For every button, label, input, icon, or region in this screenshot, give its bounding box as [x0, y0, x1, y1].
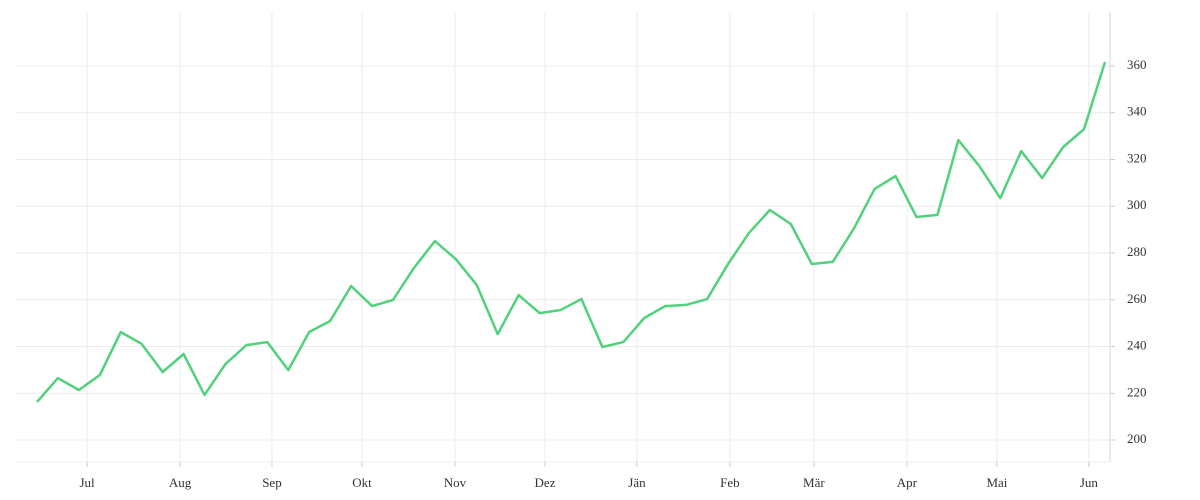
x-tick-label: Feb — [720, 475, 740, 490]
x-tick-label: Okt — [352, 475, 372, 490]
y-tick-label: 220 — [1127, 384, 1147, 399]
y-tick-label: 260 — [1127, 291, 1147, 306]
y-tick-label: 340 — [1127, 104, 1147, 119]
y-tick-label: 200 — [1127, 431, 1147, 446]
x-tick-label: Jul — [79, 475, 95, 490]
x-tick-label: Aug — [169, 475, 192, 490]
x-tick-label: Sep — [262, 475, 282, 490]
x-tick-label: Mär — [803, 475, 825, 490]
x-tick-label: Mai — [986, 475, 1007, 490]
y-tick-label: 240 — [1127, 338, 1147, 353]
y-tick-label: 280 — [1127, 244, 1147, 259]
x-tick-label: Jun — [1080, 475, 1099, 490]
y-tick-label: 320 — [1127, 150, 1147, 165]
x-tick-label: Nov — [444, 475, 467, 490]
y-tick-label: 360 — [1127, 57, 1147, 72]
line-series — [36, 61, 1107, 403]
x-tick-label: Dez — [535, 475, 556, 490]
x-tick-label: Apr — [897, 475, 918, 490]
x-tick-label: Jän — [628, 475, 646, 490]
y-tick-label: 300 — [1127, 197, 1147, 212]
